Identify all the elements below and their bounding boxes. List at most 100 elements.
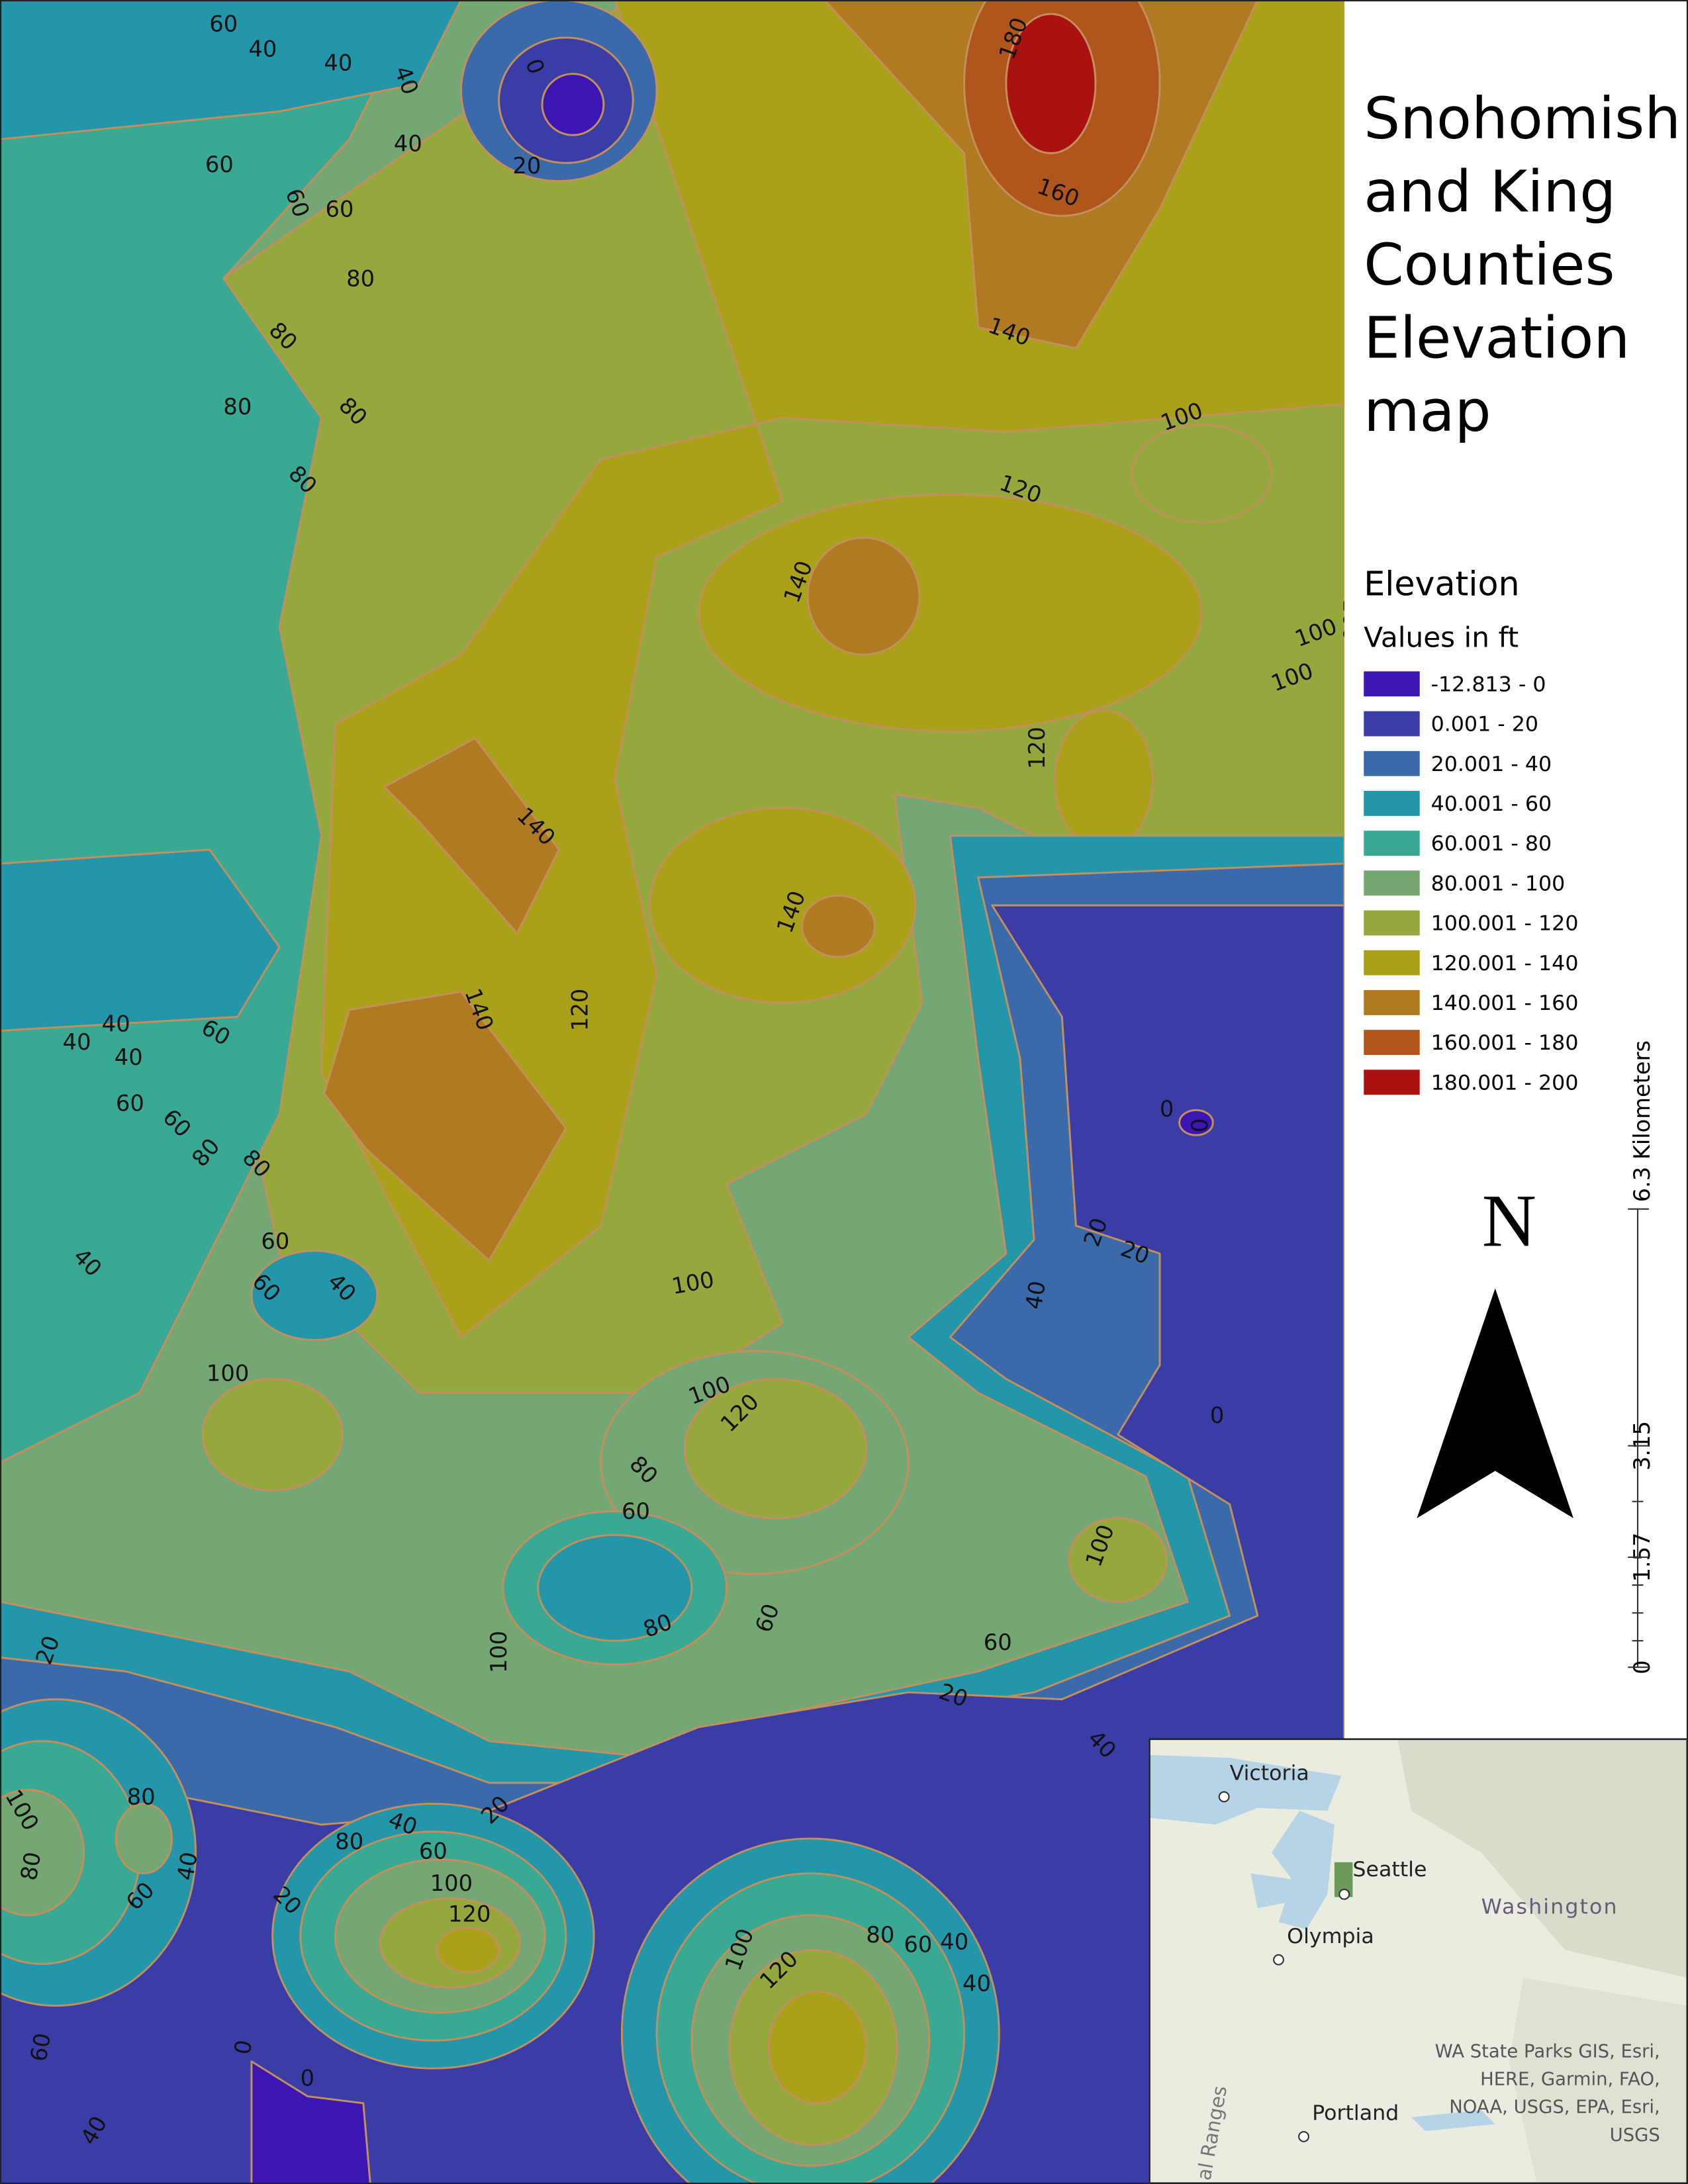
- legend-swatch: [1364, 910, 1420, 936]
- contour-label: 60: [622, 1498, 650, 1524]
- legend-swatch: [1364, 711, 1420, 737]
- elevation-zone: [683, 1378, 868, 1520]
- contour-label: 60: [261, 1228, 289, 1254]
- contour-label: 80: [346, 266, 375, 292]
- contour-label: 40: [962, 1971, 991, 1997]
- elevation-zone: [541, 73, 605, 136]
- contour-label: 100: [207, 1361, 249, 1387]
- legend-swatch: [1364, 831, 1420, 856]
- place-label: Olympia: [1287, 1925, 1374, 1948]
- contour-label: 60: [325, 196, 353, 222]
- contour-label: 40: [324, 50, 352, 75]
- elevation-zone: [0, 1788, 85, 1917]
- legend-title: Elevation: [1364, 565, 1519, 604]
- title-line: map: [1364, 379, 1491, 445]
- legend-label: 20.001 - 40: [1431, 752, 1552, 776]
- elevation-zone: [0, 0, 463, 140]
- elevation-zone: [767, 1991, 868, 2105]
- inset-water: [1149, 1754, 1342, 1825]
- title-line: Elevation: [1364, 306, 1630, 372]
- legend-label: 100.001 - 120: [1431, 912, 1579, 936]
- place-label: Seattle: [1352, 1858, 1427, 1882]
- contour-label: 80: [223, 394, 252, 420]
- contour-label: 120: [448, 1901, 491, 1927]
- contour-label: 60: [209, 11, 238, 36]
- legend-swatch: [1364, 671, 1420, 697]
- contour-label: 40: [63, 1029, 91, 1055]
- place-label: Portland: [1312, 2101, 1399, 2125]
- legend: -12.813 - 0 0.001 - 20 20.001 - 40 40.001 -…: [1364, 671, 1578, 1095]
- elevation-zone: [697, 493, 1203, 733]
- north-arrow: [1417, 1288, 1573, 1519]
- title-line: Snohomish: [1364, 86, 1681, 152]
- contour-label: 60: [984, 1629, 1012, 1655]
- legend-subtitle: Values in ft: [1364, 621, 1519, 654]
- elevation-zone: [436, 1927, 500, 1974]
- inset-mountains: [1397, 1738, 1687, 1978]
- title-line: and King: [1364, 159, 1616, 226]
- contour-label: 40: [394, 130, 422, 156]
- contour-label: 100: [486, 1631, 512, 1673]
- contour-label: 80: [127, 1784, 156, 1810]
- contour-label: 60: [904, 1932, 932, 1958]
- contour-label: 40: [102, 1011, 130, 1037]
- legend-label: 160.001 - 180: [1431, 1031, 1579, 1055]
- elevation-zone: [1068, 1517, 1168, 1603]
- scale-bar-label: 6.3 Kilometers: [1629, 1040, 1655, 1202]
- inset-map: Victoria Seattle Olympia Portland Washin…: [1149, 1738, 1687, 2183]
- attribution-line: NOAA, USGS, EPA, Esri,: [1449, 2097, 1660, 2118]
- elevation-zone: [320, 0, 1344, 1338]
- legend-swatch: [1364, 989, 1420, 1015]
- contour-label: 120: [567, 989, 593, 1031]
- contour-label: 120: [1024, 727, 1050, 769]
- contour-label: 100: [1338, 598, 1364, 641]
- contour-label: 40: [172, 1850, 203, 1882]
- legend-label: 180.001 - 200: [1431, 1071, 1579, 1095]
- elevation-zone: [0, 848, 281, 1032]
- contour-label: 80: [866, 1922, 894, 1948]
- elevation-zone: [250, 2060, 371, 2184]
- inset-mountains: [1509, 1978, 1687, 2183]
- elevation-zone: [1054, 709, 1154, 851]
- city-marker: [1273, 1954, 1284, 1966]
- elevation-zone: [323, 990, 567, 1262]
- contour-label: 40: [940, 1929, 968, 1954]
- contour-label: 100: [430, 1870, 473, 1896]
- contour-label: 0: [1160, 1096, 1174, 1122]
- legend-label: 60.001 - 80: [1431, 832, 1552, 856]
- contour-label: 0: [1186, 1118, 1212, 1132]
- contour-label: 40: [115, 1044, 143, 1070]
- attribution-line: USGS: [1610, 2125, 1660, 2146]
- legend-label: 0.001 - 20: [1431, 713, 1538, 737]
- elevation-zone: [115, 1802, 173, 1875]
- contour-label: 60: [25, 2031, 56, 2064]
- inset-water: [1250, 1873, 1300, 1909]
- elevation-zone: [806, 536, 921, 656]
- inset-frame: [1149, 1738, 1687, 2183]
- city-marker: [1218, 1791, 1230, 1803]
- contour-label: 20: [512, 153, 541, 179]
- attribution-line: WA State Parks GIS, Esri,: [1435, 2042, 1660, 2062]
- place-label: Victoria: [1230, 1762, 1309, 1786]
- contour-label: 40: [248, 36, 277, 62]
- legend-swatch: [1364, 790, 1420, 816]
- elevation-zone: [801, 894, 876, 958]
- legend-label: -12.813 - 0: [1431, 672, 1546, 696]
- contour-label: 40: [1020, 1279, 1051, 1311]
- elevation-zone: [1178, 1109, 1214, 1136]
- attribution: WA State Parks GIS, Esri, HERE, Garmin, F…: [1435, 2042, 1660, 2146]
- contour-label: 80: [335, 1829, 363, 1854]
- city-marker: [1338, 1888, 1350, 1900]
- legend-swatch: [1364, 1030, 1420, 1056]
- legend-label: 120.001 - 140: [1431, 952, 1579, 976]
- elevation-zone: [250, 1250, 379, 1342]
- title-line: Counties: [1364, 232, 1615, 298]
- elevation-zone: [1131, 424, 1273, 523]
- legend-label: 140.001 - 160: [1431, 991, 1579, 1015]
